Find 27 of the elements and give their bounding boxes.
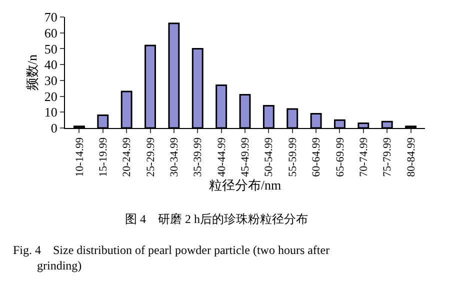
y-tick-label: 60: [44, 25, 58, 40]
y-tick-label: 0: [50, 120, 58, 136]
y-tick-label: 40: [44, 57, 58, 72]
x-tick-label: 70-74.99: [358, 136, 370, 177]
x-tick-label: 30-34.99: [168, 136, 181, 177]
x-tick-label: 45-49.99: [240, 136, 252, 177]
x-tick-label: 60-64.99: [310, 136, 323, 177]
x-tick-label: 25-29.99: [144, 136, 157, 177]
x-tick-label: 10-14.99: [74, 136, 86, 177]
y-tick-label: 30: [44, 72, 58, 88]
x-tick-label: 65-69.99: [334, 136, 346, 177]
x-tick-label: 40-44.99: [216, 136, 228, 177]
caption: Fig. 4 Size distribution of pearl powder particle (two hours after grinding): [13, 243, 330, 273]
y-tick-label: 70: [44, 10, 58, 25]
y-tick-label: 10: [44, 104, 58, 120]
caption: 图 4 研磨 2 h后的珍珠粉粒径分布: [125, 212, 308, 226]
y-tick-label: 50: [44, 41, 58, 56]
x-tick-label: 20-24.99: [121, 136, 134, 177]
x-tick-label: 50-54.99: [263, 136, 276, 177]
y-tick-label: 20: [44, 88, 58, 104]
x-tick-label: 75-79.99: [382, 136, 394, 177]
x-tick-label: 55-59.99: [286, 136, 299, 177]
x-tick-label: 35-39.99: [192, 136, 204, 177]
y-axis-title: 频数/n: [24, 54, 40, 91]
x-tick-label: 15-19.99: [97, 136, 110, 177]
x-axis-title: 粒径分布/nm: [208, 177, 282, 192]
x-tick-label: 80-84.99: [405, 136, 418, 177]
